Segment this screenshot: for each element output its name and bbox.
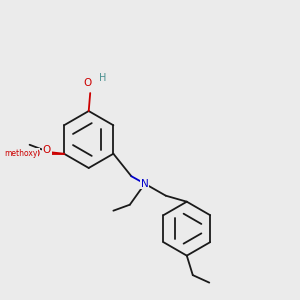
Text: H: H — [98, 73, 106, 83]
Text: O: O — [32, 149, 40, 159]
Text: O: O — [43, 145, 51, 155]
Text: N: N — [141, 179, 149, 189]
Text: O: O — [83, 78, 91, 88]
Text: methoxy: methoxy — [4, 149, 37, 158]
